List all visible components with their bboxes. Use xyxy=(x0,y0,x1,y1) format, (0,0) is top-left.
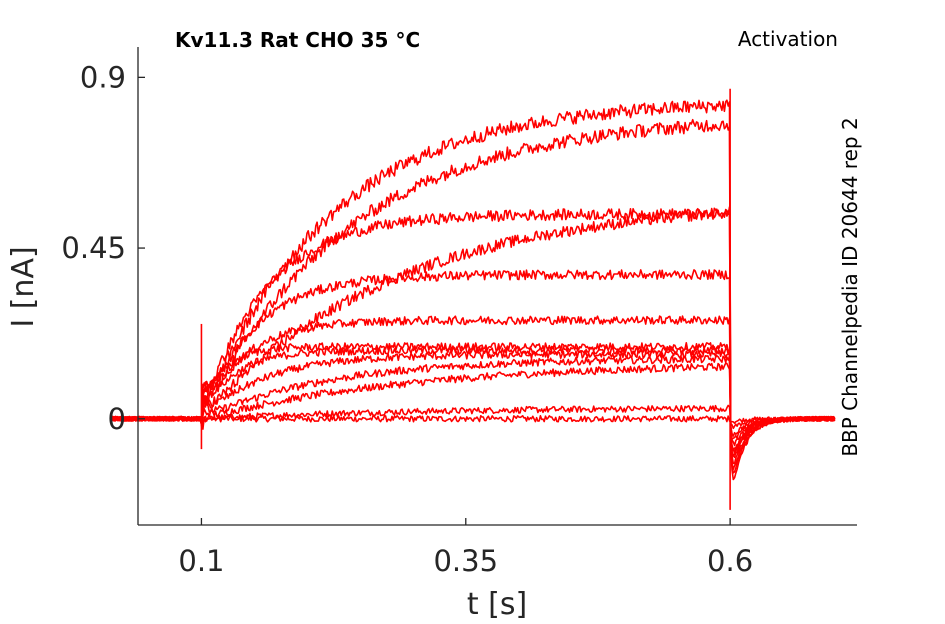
y-ticks-group: 0 0.45 0.9 xyxy=(61,60,145,436)
current-trace-8 xyxy=(111,315,836,456)
y-tick-label: 0 xyxy=(108,402,126,436)
y-tick-label: 0.45 xyxy=(61,231,126,265)
current-trace-2 xyxy=(111,404,836,430)
chart-subtitle: Activation xyxy=(738,27,838,51)
y-tick-label: 0.9 xyxy=(80,60,126,94)
current-trace-10 xyxy=(110,207,836,465)
current-trace-5 xyxy=(110,349,836,447)
x-tick-label: 0.35 xyxy=(433,544,498,578)
side-annotation: BBP Channelpedia ID 20644 rep 2 xyxy=(838,117,862,456)
y-axis-title: I [nA] xyxy=(6,246,41,327)
current-trace-11 xyxy=(111,206,836,470)
traces-group xyxy=(110,88,836,510)
x-axis-title: t [s] xyxy=(467,587,527,622)
current-trace-3 xyxy=(110,362,836,437)
current-trace-12 xyxy=(111,118,836,474)
x-tick-label: 0.1 xyxy=(178,544,224,578)
current-trace-13 xyxy=(111,99,836,481)
current-trace-4 xyxy=(110,354,836,440)
chart-title: Kv11.3 Rat CHO 35 °C xyxy=(175,28,420,52)
current-trace-9 xyxy=(111,269,836,458)
x-ticks-group: 0.1 0.35 0.6 xyxy=(178,518,753,578)
current-trace-1 xyxy=(110,415,835,427)
x-tick-label: 0.6 xyxy=(707,544,753,578)
